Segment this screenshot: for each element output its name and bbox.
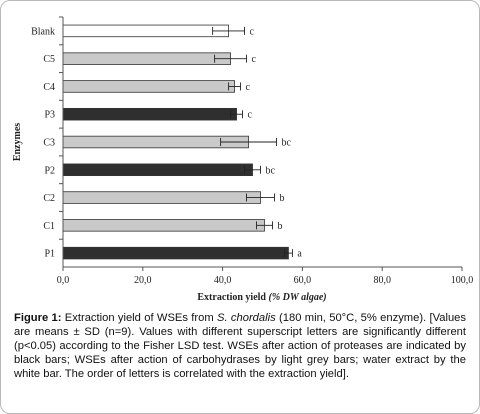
caption-text-part-2: (180 min, 50°C, 5% enzyme). [Values are …: [14, 312, 466, 381]
figure-caption: Figure 1: Extraction yield of WSEs from …: [14, 311, 466, 381]
error-bar-p3: [230, 110, 244, 119]
category-label-c3: C3: [43, 138, 55, 149]
x-axis-title-unit: (% DW algae): [268, 292, 326, 303]
caption-label: Figure 1:: [14, 312, 62, 324]
significance-letter-c1: b: [277, 221, 282, 232]
x-tick-label: 20,0: [134, 275, 152, 286]
bar-p3: [62, 107, 237, 121]
bar-chart: c Blank c C5 c C4 c P3 bc C3 bc P2 b C2 b C1 a P1 0,0 20,0…: [12, 16, 474, 303]
bar-c4: [62, 80, 235, 93]
significance-letter-c3: bc: [281, 138, 291, 149]
significance-letter-c4: c: [246, 82, 251, 93]
y-axis-title: Enzymes: [12, 123, 23, 161]
significance-letter-blank: c: [250, 26, 255, 37]
caption-species: S. chordalis: [217, 312, 276, 324]
category-label-p1: P1: [44, 249, 55, 260]
error-bar-c1: [256, 221, 273, 230]
category-label-c1: C1: [43, 221, 55, 232]
error-bar-c3: [220, 138, 277, 146]
x-tick-label: 40,0: [214, 275, 232, 286]
bars-layer: c Blank c C5 c C4 c P3 bc C3 bc P2 b C2 b C1 a P1: [31, 16, 302, 260]
error-bar-p1: [283, 249, 293, 258]
bar-c5: [62, 52, 231, 65]
x-tick-label: 80,0: [373, 275, 391, 286]
error-bar-c2: [246, 193, 275, 202]
x-axis-title-main: Extraction yield: [197, 292, 266, 303]
significance-letter-p1: a: [297, 249, 302, 260]
caption-text-part-1: Extraction yield of WSEs from: [61, 312, 218, 324]
category-label-c4: C4: [43, 82, 55, 93]
category-label-c2: C2: [43, 193, 55, 204]
x-ticks-layer: 0,0 20,0 40,0 60,0 80,0 100,0: [57, 267, 474, 286]
error-bar-c4: [228, 82, 242, 91]
error-bar-blank: [212, 26, 245, 35]
x-tick-label: 100,0: [451, 275, 474, 286]
x-tick-label: 60,0: [294, 275, 312, 286]
category-label-p3: P3: [44, 110, 55, 121]
error-bar-c5: [214, 54, 247, 63]
bar-c1: [62, 219, 265, 232]
significance-letter-c2: b: [279, 193, 284, 204]
bar-c2: [62, 191, 261, 204]
error-bar-p2: [244, 165, 261, 174]
x-tick-label: 0,0: [57, 275, 70, 286]
bar-blank: [62, 24, 229, 38]
significance-letter-p2: bc: [266, 165, 276, 176]
significance-letter-c5: c: [252, 54, 257, 65]
bar-p2: [62, 163, 253, 177]
bar-p1: [62, 246, 289, 260]
category-label-p2: P2: [44, 165, 55, 176]
significance-letter-p3: c: [248, 110, 253, 121]
category-label-c5: C5: [43, 54, 55, 65]
category-label-blank: Blank: [31, 26, 55, 37]
x-axis-title: Extraction yield (% DW algae): [197, 292, 326, 303]
